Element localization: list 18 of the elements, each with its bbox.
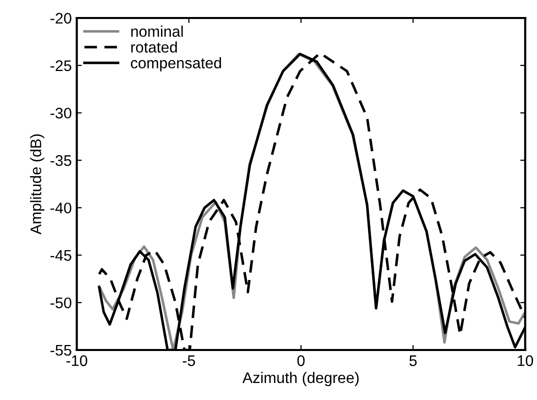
y-tick-label: -45 [50, 250, 72, 261]
x-tick-label: 0 [297, 355, 305, 366]
y-tick-label: -25 [50, 60, 72, 72]
x-axis-title: Azimuth (degree) [242, 372, 359, 386]
y-tick-label: -55 [50, 345, 72, 356]
y-tick-label: -35 [50, 155, 72, 166]
legend-label: rotated [131, 41, 177, 53]
x-tick-label: -10 [66, 355, 88, 366]
y-tick-label: -50 [50, 297, 72, 308]
x-tick-label: -5 [182, 355, 196, 366]
y-axis-title: Amplitude (dB) [30, 134, 44, 234]
x-tick-label: 5 [409, 355, 417, 366]
y-tick-label: -40 [50, 202, 72, 214]
x-tick-label: 10 [518, 355, 534, 366]
legend-label: compensated [130, 57, 222, 72]
y-tick-label: -30 [50, 108, 72, 119]
legend-label: nominal [131, 26, 183, 37]
y-tick-label: -20 [50, 12, 72, 24]
